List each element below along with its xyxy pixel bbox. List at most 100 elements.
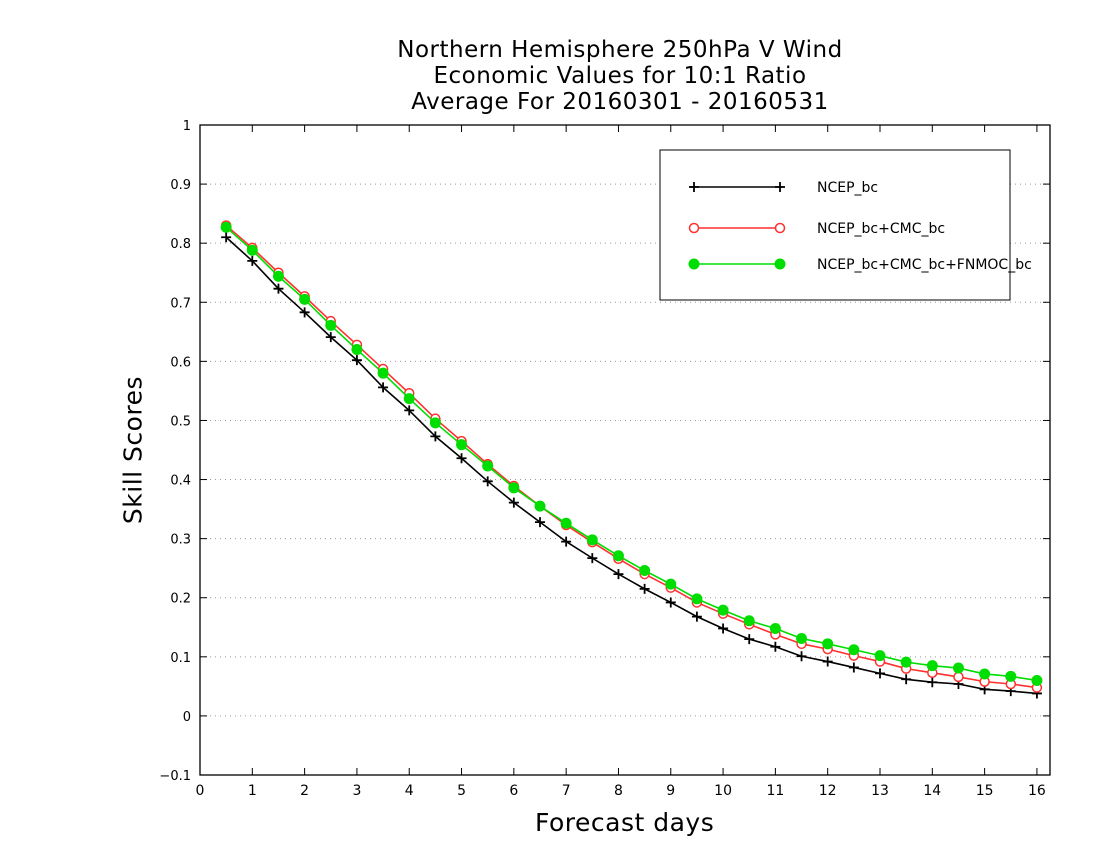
series-0-point-1 (247, 255, 258, 266)
series-2-point-12 (534, 500, 546, 512)
x-tick-label-8: 8 (614, 783, 623, 799)
series-2-point-0 (220, 221, 232, 233)
series-0-point-12 (535, 517, 545, 528)
y-tick-label-1: 0 (183, 710, 191, 725)
x-tick-label-10: 10 (714, 783, 732, 799)
legend-marker-left-2 (688, 258, 700, 270)
x-tick-label-6: 6 (509, 783, 518, 799)
x-tick-label-5: 5 (457, 783, 466, 799)
series-2-point-4 (325, 319, 337, 331)
x-tick-label-12: 12 (819, 783, 837, 799)
y-tick-label-7: 0.6 (170, 355, 191, 370)
x-tick-label-2: 2 (300, 783, 309, 799)
x-tick-label-4: 4 (405, 783, 414, 799)
series-2-point-26 (900, 656, 912, 668)
series-2-point-3 (299, 293, 311, 305)
series-0-point-0 (221, 232, 232, 243)
x-axis-label: Forecast days (535, 808, 715, 837)
legend-marker-right-0 (775, 182, 785, 192)
series-0-point-15 (613, 569, 624, 580)
y-tick-label-4: 0.3 (170, 533, 191, 548)
y-tick-label-10: 0.9 (170, 178, 191, 193)
series-0-point-3 (299, 307, 310, 318)
x-tick-label-7: 7 (562, 783, 571, 799)
y-tick-label-3: 0.2 (170, 592, 191, 607)
series-0-point-27 (927, 677, 938, 688)
chart-title-line-3: Average For 20160301 - 20160531 (411, 89, 829, 115)
series-2-point-31 (1031, 674, 1043, 686)
x-tick-label-1: 1 (248, 783, 257, 799)
series-2-point-5 (351, 344, 363, 356)
series-2-point-25 (874, 650, 886, 662)
legend-box (659, 149, 1011, 301)
plot-frame (199, 124, 1051, 776)
x-tick-label-0: 0 (196, 783, 205, 799)
y-tick-label-11: 1 (183, 119, 191, 134)
series-0-point-7 (404, 405, 415, 416)
series-2-point-28 (952, 662, 964, 674)
series-2-point-29 (979, 668, 991, 680)
series-2-point-22 (796, 633, 808, 644)
series-2-point-14 (586, 534, 598, 546)
x-tick-label-3: 3 (352, 783, 361, 799)
y-tick-label-5: 0.4 (170, 474, 191, 489)
legend-label-1: NCEP_bc+CMC_bc (817, 221, 945, 237)
series-2-point-20 (743, 615, 755, 627)
series-2-point-19 (717, 604, 729, 616)
series-0-point-25 (875, 668, 885, 679)
y-tick-label-9: 0.8 (170, 237, 191, 252)
chart-title-line-2: Economic Values for 10:1 Ratio (433, 63, 807, 89)
series-0-point-11 (508, 497, 519, 508)
series-2-point-16 (639, 565, 651, 577)
series-2-point-6 (377, 367, 389, 379)
x-tick-label-13: 13 (871, 783, 889, 799)
series-2-point-1 (246, 244, 258, 256)
series-0-point-9 (456, 453, 467, 464)
y-tick-label-0: −0.1 (159, 769, 191, 784)
x-tick-label-14: 14 (923, 783, 941, 799)
y-tick-label-2: 0.1 (170, 651, 191, 666)
series-2-point-7 (403, 393, 415, 405)
series-0-point-13 (561, 536, 572, 547)
x-tick-label-16: 16 (1028, 783, 1046, 799)
legend-marker-right-1 (774, 222, 786, 234)
series-2-point-27 (926, 660, 938, 672)
series-0-point-10 (482, 476, 493, 487)
series-2-point-11 (508, 482, 520, 494)
series-0-point-26 (901, 674, 912, 685)
series-0-point-16 (639, 583, 650, 594)
series-0-point-20 (744, 634, 755, 645)
series-0-point-6 (378, 382, 389, 393)
series-0-point-23 (822, 656, 833, 667)
series-0-point-8 (430, 431, 441, 442)
x-tick-label-11: 11 (766, 783, 784, 799)
series-2-point-9 (456, 439, 468, 451)
legend-label-2: NCEP_bc+CMC_bc+FNMOC_bc (817, 257, 1032, 273)
series-2-point-23 (822, 638, 834, 650)
series-0-point-18 (691, 611, 702, 622)
series-0-point-21 (770, 641, 781, 652)
series-0-point-4 (325, 332, 336, 343)
series-0-point-22 (796, 651, 807, 662)
legend-label-0: NCEP_bc (817, 180, 878, 196)
series-0-point-19 (718, 623, 729, 634)
y-tick-label-8: 0.7 (170, 296, 191, 311)
x-tick-label-15: 15 (976, 783, 994, 799)
series-2-point-21 (769, 622, 781, 634)
series-2-point-18 (691, 593, 703, 605)
series-2-point-24 (848, 644, 860, 656)
chart-title-line-1: Northern Hemisphere 250hPa V Wind (397, 37, 843, 63)
series-0-point-17 (665, 597, 676, 608)
series-0-point-2 (273, 283, 284, 294)
series-2-point-2 (272, 270, 284, 282)
y-axis-label: Skill Scores (118, 375, 148, 525)
series-2-point-17 (665, 578, 677, 590)
series-2-point-8 (429, 417, 441, 429)
series-0-point-5 (351, 355, 362, 366)
y-tick-label-6: 0.5 (170, 414, 191, 429)
series-0-point-24 (848, 662, 859, 673)
legend-marker-left-0 (689, 182, 699, 192)
series-2-point-15 (612, 550, 624, 562)
